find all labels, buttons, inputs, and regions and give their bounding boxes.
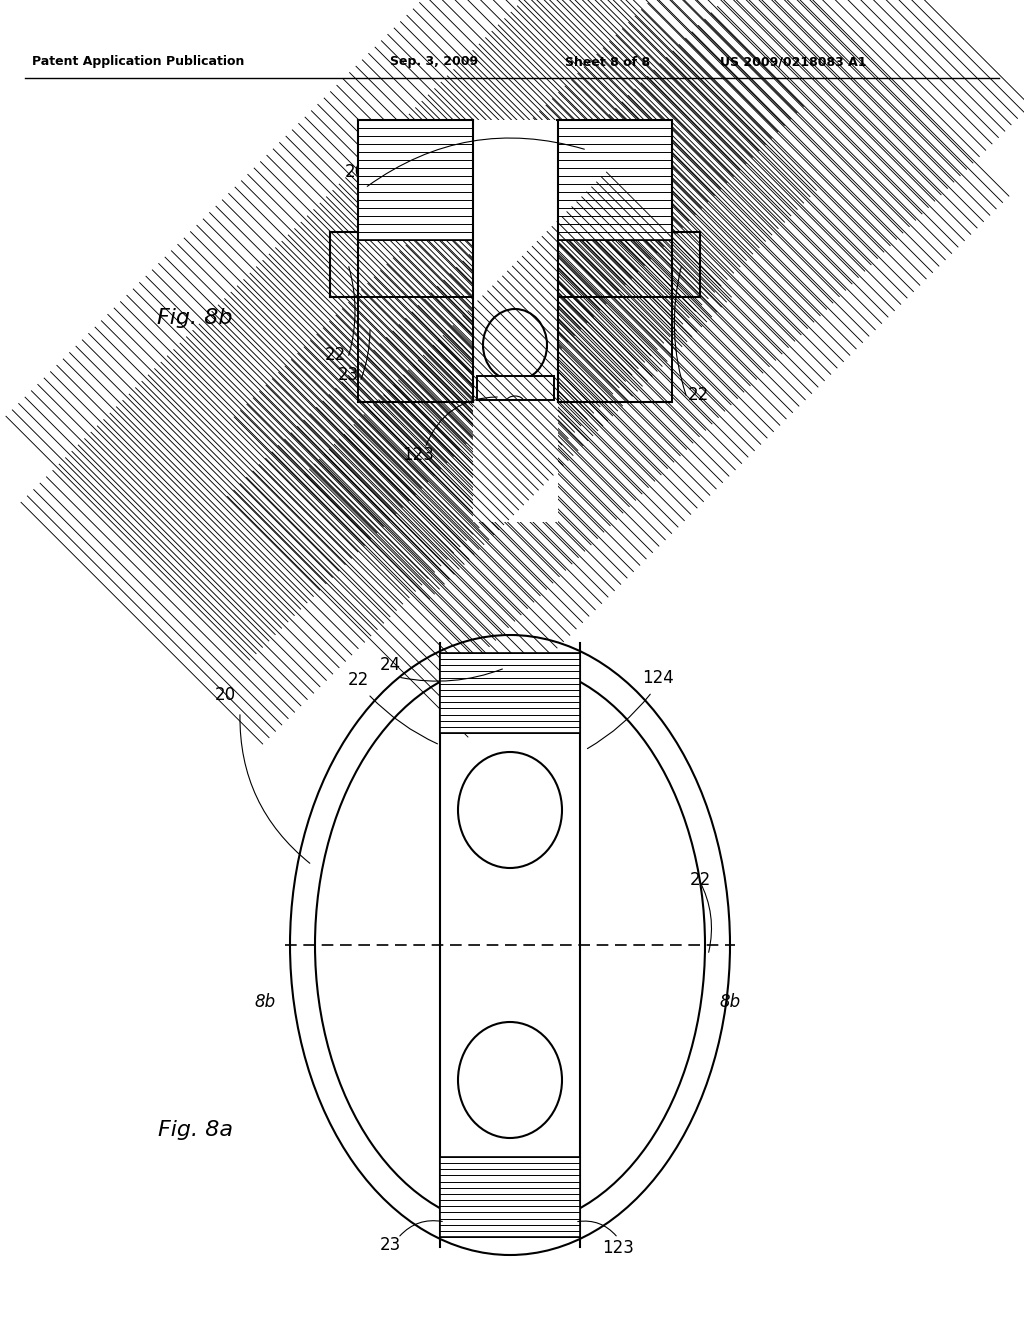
Bar <box>358 297 473 403</box>
Bar <box>358 120 473 240</box>
Text: 123: 123 <box>402 446 434 465</box>
Text: 20: 20 <box>344 162 366 181</box>
Text: 8b: 8b <box>720 993 740 1011</box>
Text: 24: 24 <box>380 656 400 675</box>
Text: 23: 23 <box>379 1236 400 1254</box>
Ellipse shape <box>458 752 562 869</box>
Bar <box>440 653 580 733</box>
Bar <box>473 120 558 521</box>
Bar <box>558 232 700 297</box>
Text: 23: 23 <box>337 366 358 384</box>
Text: US 2009/0218083 A1: US 2009/0218083 A1 <box>720 55 866 69</box>
Text: 124: 124 <box>642 669 674 686</box>
Text: 22: 22 <box>325 346 346 364</box>
Bar <box>440 1158 580 1237</box>
Bar <box>440 653 580 733</box>
Text: 20: 20 <box>214 686 236 704</box>
Ellipse shape <box>483 309 547 381</box>
Bar <box>557 120 672 240</box>
Text: Fig. 8b: Fig. 8b <box>158 308 232 327</box>
Bar <box>358 120 473 240</box>
Bar <box>557 120 672 240</box>
Ellipse shape <box>290 635 730 1255</box>
Bar <box>440 1158 580 1237</box>
Ellipse shape <box>458 1022 562 1138</box>
Bar <box>558 297 672 403</box>
Bar <box>330 232 473 297</box>
Text: 22: 22 <box>687 385 709 404</box>
Text: Sep. 3, 2009: Sep. 3, 2009 <box>390 55 478 69</box>
Text: 22: 22 <box>347 671 369 689</box>
Text: 22: 22 <box>689 871 711 888</box>
Text: 123: 123 <box>602 1239 634 1257</box>
Bar <box>477 376 554 400</box>
Text: Fig. 8a: Fig. 8a <box>158 1119 232 1140</box>
Text: 8b: 8b <box>254 993 275 1011</box>
Text: Patent Application Publication: Patent Application Publication <box>32 55 245 69</box>
Text: Sheet 8 of 8: Sheet 8 of 8 <box>565 55 650 69</box>
